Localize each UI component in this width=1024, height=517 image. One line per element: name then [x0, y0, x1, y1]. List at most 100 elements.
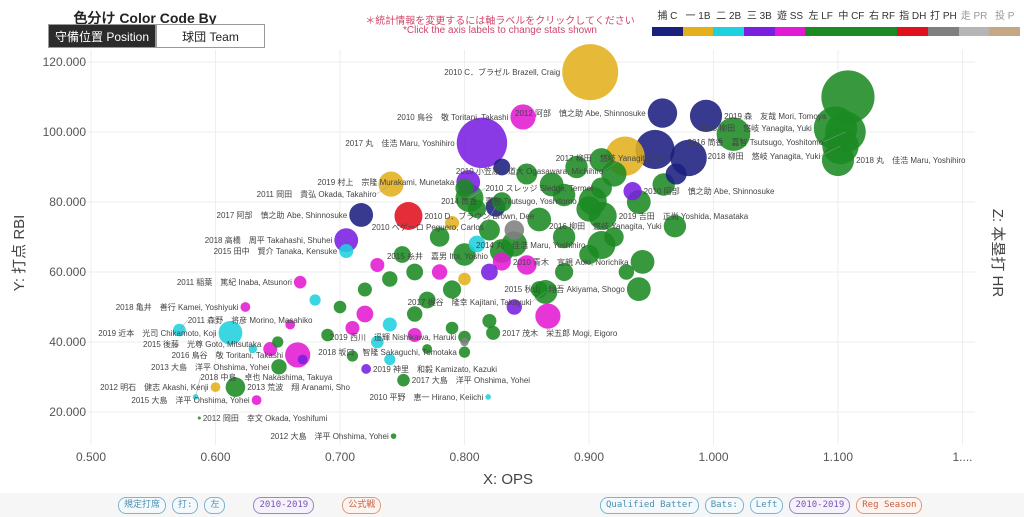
- data-point: [272, 336, 284, 348]
- legend-labels: 捕 C 一 1B 二 2B 三 3B 遊 SS 左 LF 中 CF 右 RF 指 DH 打 PH 走…: [652, 7, 1020, 22]
- point-label: 2011 森野 将彦 Morino, Masahiko: [188, 315, 313, 325]
- filter-qualified[interactable]: Qualified Batter: [600, 497, 699, 514]
- x-tick-label: 1.000: [698, 450, 728, 464]
- data-point: [716, 117, 751, 151]
- data-point: [562, 44, 619, 101]
- point-label: 2010 平野 恵一 Hirano, Keiichi: [370, 392, 484, 402]
- data-point: [429, 227, 450, 247]
- filter-bats-jp[interactable]: 打:: [172, 497, 199, 514]
- filter-bats[interactable]: Bats:: [704, 497, 744, 514]
- point-label: 2014 丸 佳浩 Maru, Yoshihiro: [476, 240, 586, 250]
- legend-label-ss: 遊 SS: [776, 11, 804, 22]
- point-label: 2015 糸井 嘉男 Itoi, Yoshio: [387, 251, 488, 261]
- y-tick-label: 40.000: [49, 335, 86, 349]
- data-point: [604, 227, 624, 247]
- point-label: 2019 村上 宗隆 Murakami, Munetaka: [317, 177, 454, 187]
- point-label: 2019 森 友哉 Mori, Tomoya: [724, 111, 827, 121]
- point-label: 2012 阿部 慎之助 Abe, Shinnosuke: [515, 108, 646, 118]
- filter-left[interactable]: Left: [749, 497, 784, 514]
- data-point: [647, 98, 678, 128]
- data-point: [225, 377, 246, 397]
- legend-label-c: 捕 C: [657, 11, 678, 22]
- x-tick-label: 0.700: [325, 450, 355, 464]
- legend-swatch-rf: [866, 27, 898, 36]
- legend-swatch-ph: [928, 27, 959, 36]
- point-label: 2016 筒香 嘉智 Tsutsugo, Yoshitomo: [688, 137, 824, 147]
- legend-label-cf: 中 CF: [838, 11, 865, 22]
- data-point: [285, 319, 296, 330]
- filter-qualified-jp[interactable]: 規定打席: [118, 497, 167, 514]
- x-axis-title[interactable]: X: OPS: [483, 471, 533, 488]
- data-point: [293, 275, 307, 289]
- data-point: [321, 328, 334, 342]
- label-leader-line: [483, 206, 496, 228]
- data-point: [346, 350, 359, 362]
- point-label: 2010 阿部 慎之助 Abe, Shinnosuke: [644, 186, 775, 196]
- point-label: 2010 D．ブラウン Brown, Dee: [424, 211, 534, 221]
- filter-season[interactable]: Reg Season: [856, 497, 923, 514]
- data-point: [345, 321, 360, 335]
- legend-swatch-2b: [713, 27, 745, 36]
- legend-swatch-dh: [897, 27, 929, 36]
- data-point: [482, 314, 497, 328]
- data-point: [407, 306, 423, 322]
- data-point: [493, 158, 511, 176]
- data-point: [406, 263, 424, 281]
- data-point: [393, 246, 411, 263]
- y-tick-label: 80.000: [49, 195, 86, 209]
- z-axis-title[interactable]: Z: 本塁打 HR: [989, 209, 1006, 297]
- y-axis-title[interactable]: Y: 打点 RBI: [11, 215, 28, 292]
- data-point: [251, 395, 262, 405]
- data-point: [297, 354, 308, 365]
- data-point: [589, 148, 614, 172]
- filter-left-jp[interactable]: 左: [204, 497, 226, 514]
- legend-label-rf: 右 RF: [868, 11, 896, 22]
- x-tick-label: 1.100: [823, 450, 853, 464]
- point-label: 2010 スレッジ Sledge, Termel: [485, 184, 593, 193]
- filter-years[interactable]: 2010-2019: [789, 497, 851, 514]
- color-code-title: 色分け Color Code By: [73, 10, 217, 26]
- point-label: 2018 中島 卓也 Nakashima, Takuya: [200, 372, 332, 382]
- data-point: [504, 220, 525, 240]
- filter-years-jp[interactable]: 2010-2019: [253, 497, 315, 514]
- data-point: [618, 264, 635, 280]
- data-point: [442, 280, 462, 299]
- point-label: 2017 大島 洋平 Ohshima, Yohei: [412, 375, 531, 385]
- point-label: 2012 岡田 幸文 Okada, Yoshifumi: [203, 413, 328, 423]
- filter-season-jp[interactable]: 公式戦: [342, 497, 382, 514]
- legend-swatch-ss: [774, 27, 806, 36]
- legend-label-2b: 二 2B: [716, 11, 742, 22]
- color-by-position-button[interactable]: 守備位置 Position: [48, 24, 156, 48]
- data-point: [271, 359, 287, 375]
- data-point: [407, 328, 422, 342]
- point-label: 2019 近本 光司 Chikamoto, Koji: [98, 328, 216, 338]
- point-label: 2010 C．ブラゼル Brazell, Craig: [444, 67, 560, 77]
- data-point: [467, 199, 487, 219]
- point-label: 2018 高橋 周平 Takahashi, Shuhei: [205, 235, 333, 245]
- data-point: [576, 196, 602, 222]
- data-point: [623, 182, 642, 201]
- data-point: [821, 143, 855, 177]
- point-label: 2015 田中 賢介 Tanaka, Kensuke: [214, 246, 338, 256]
- data-point: [527, 207, 552, 232]
- legend-label-lf: 左 LF: [808, 11, 833, 22]
- data-point: [339, 244, 354, 258]
- filter-footer: 規定打席 打: 左 2010-2019 公式戦 Qualified Batter…: [0, 493, 1024, 517]
- x-tick-label: 0.900: [574, 450, 604, 464]
- data-point: [418, 291, 436, 309]
- point-label: 2017 梶谷 隆幸 Kajitani, Takayuki: [408, 297, 532, 307]
- data-point: [357, 282, 372, 297]
- data-point: [458, 346, 471, 358]
- data-point: [579, 244, 599, 265]
- instruction-note-jp: ＊統計情報を変更するには軸ラベルをクリックしてください: [365, 16, 635, 27]
- color-by-team-button[interactable]: 球団 Team: [156, 24, 265, 48]
- data-point: [445, 321, 459, 335]
- data-point: [555, 262, 574, 282]
- point-label: 2019 西川 遥輝 Nishikawa, Haruki: [330, 332, 456, 342]
- data-point: [516, 255, 537, 275]
- label-leader-line: [195, 376, 201, 398]
- data-point: [285, 342, 311, 368]
- data-point: [397, 373, 410, 387]
- data-point: [333, 300, 347, 314]
- filter-group-jp: 規定打席 打: 左 2010-2019 公式戦: [118, 497, 382, 514]
